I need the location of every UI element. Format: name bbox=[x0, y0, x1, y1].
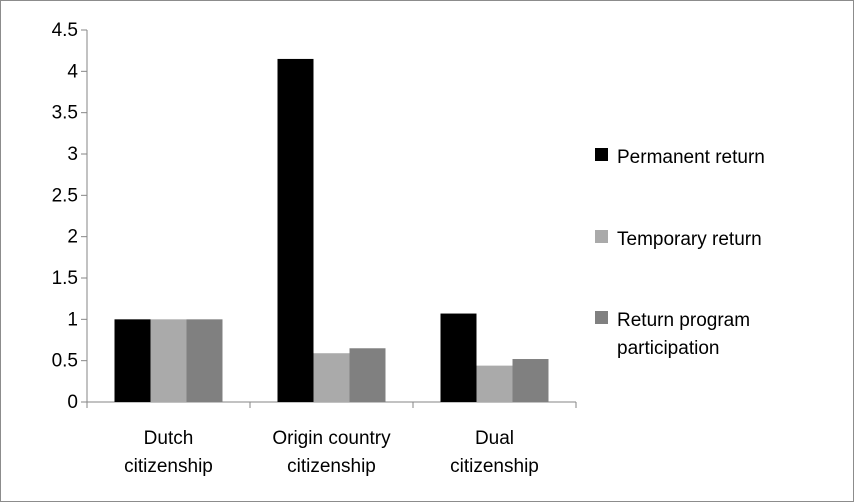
bar-permanent-return bbox=[440, 313, 477, 402]
plot-area: 0 0.5 1 1.5 2 2.5 3 3.5 4 4.5 Dutch citizenship Orig… bbox=[52, 20, 577, 477]
bar-return-program-participation bbox=[512, 359, 549, 402]
x-category-label: citizenship bbox=[287, 456, 376, 477]
x-category-label: Origin country bbox=[272, 428, 391, 449]
legend-swatch bbox=[595, 230, 608, 243]
bar-temporary-return bbox=[313, 353, 350, 402]
y-tick-label: 2 bbox=[67, 227, 78, 248]
x-category-label: Dutch bbox=[144, 428, 194, 449]
x-category-label: citizenship bbox=[450, 456, 539, 477]
legend-label: Return program bbox=[617, 310, 750, 331]
y-tick-label: 3.5 bbox=[52, 103, 78, 124]
y-tick-label: 4.5 bbox=[52, 20, 78, 41]
legend: Permanent return Temporary return Return p… bbox=[595, 147, 765, 359]
y-tick-label: 4 bbox=[67, 61, 78, 82]
bar-return-program-participation bbox=[349, 348, 386, 402]
y-tick-label: 0 bbox=[67, 392, 78, 413]
y-tick-label: 1.5 bbox=[52, 268, 78, 289]
bar-return-program-participation bbox=[186, 319, 223, 402]
legend-label: Permanent return bbox=[617, 147, 765, 168]
legend-label: Temporary return bbox=[617, 229, 762, 250]
x-category-label: citizenship bbox=[124, 456, 213, 477]
bar-permanent-return bbox=[114, 319, 151, 402]
bar-permanent-return bbox=[277, 58, 314, 402]
x-category-label: Dual bbox=[475, 428, 514, 449]
y-tick-label: 0.5 bbox=[52, 351, 78, 372]
legend-label: participation bbox=[617, 338, 719, 359]
bar-temporary-return bbox=[150, 319, 187, 402]
legend-swatch bbox=[595, 148, 608, 161]
y-tick-label: 2.5 bbox=[52, 185, 78, 206]
y-tick-label: 1 bbox=[67, 309, 78, 330]
legend-swatch bbox=[595, 311, 608, 324]
bar-temporary-return bbox=[476, 365, 513, 402]
y-tick-label: 3 bbox=[67, 144, 78, 165]
